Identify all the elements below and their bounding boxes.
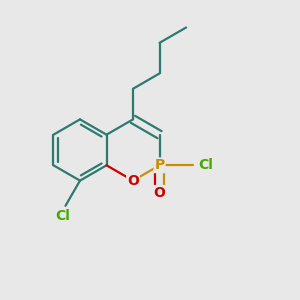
- Text: P: P: [154, 158, 165, 172]
- Text: Cl: Cl: [199, 158, 213, 172]
- Text: O: O: [154, 186, 166, 200]
- Text: O: O: [127, 174, 139, 188]
- Text: Cl: Cl: [55, 209, 70, 223]
